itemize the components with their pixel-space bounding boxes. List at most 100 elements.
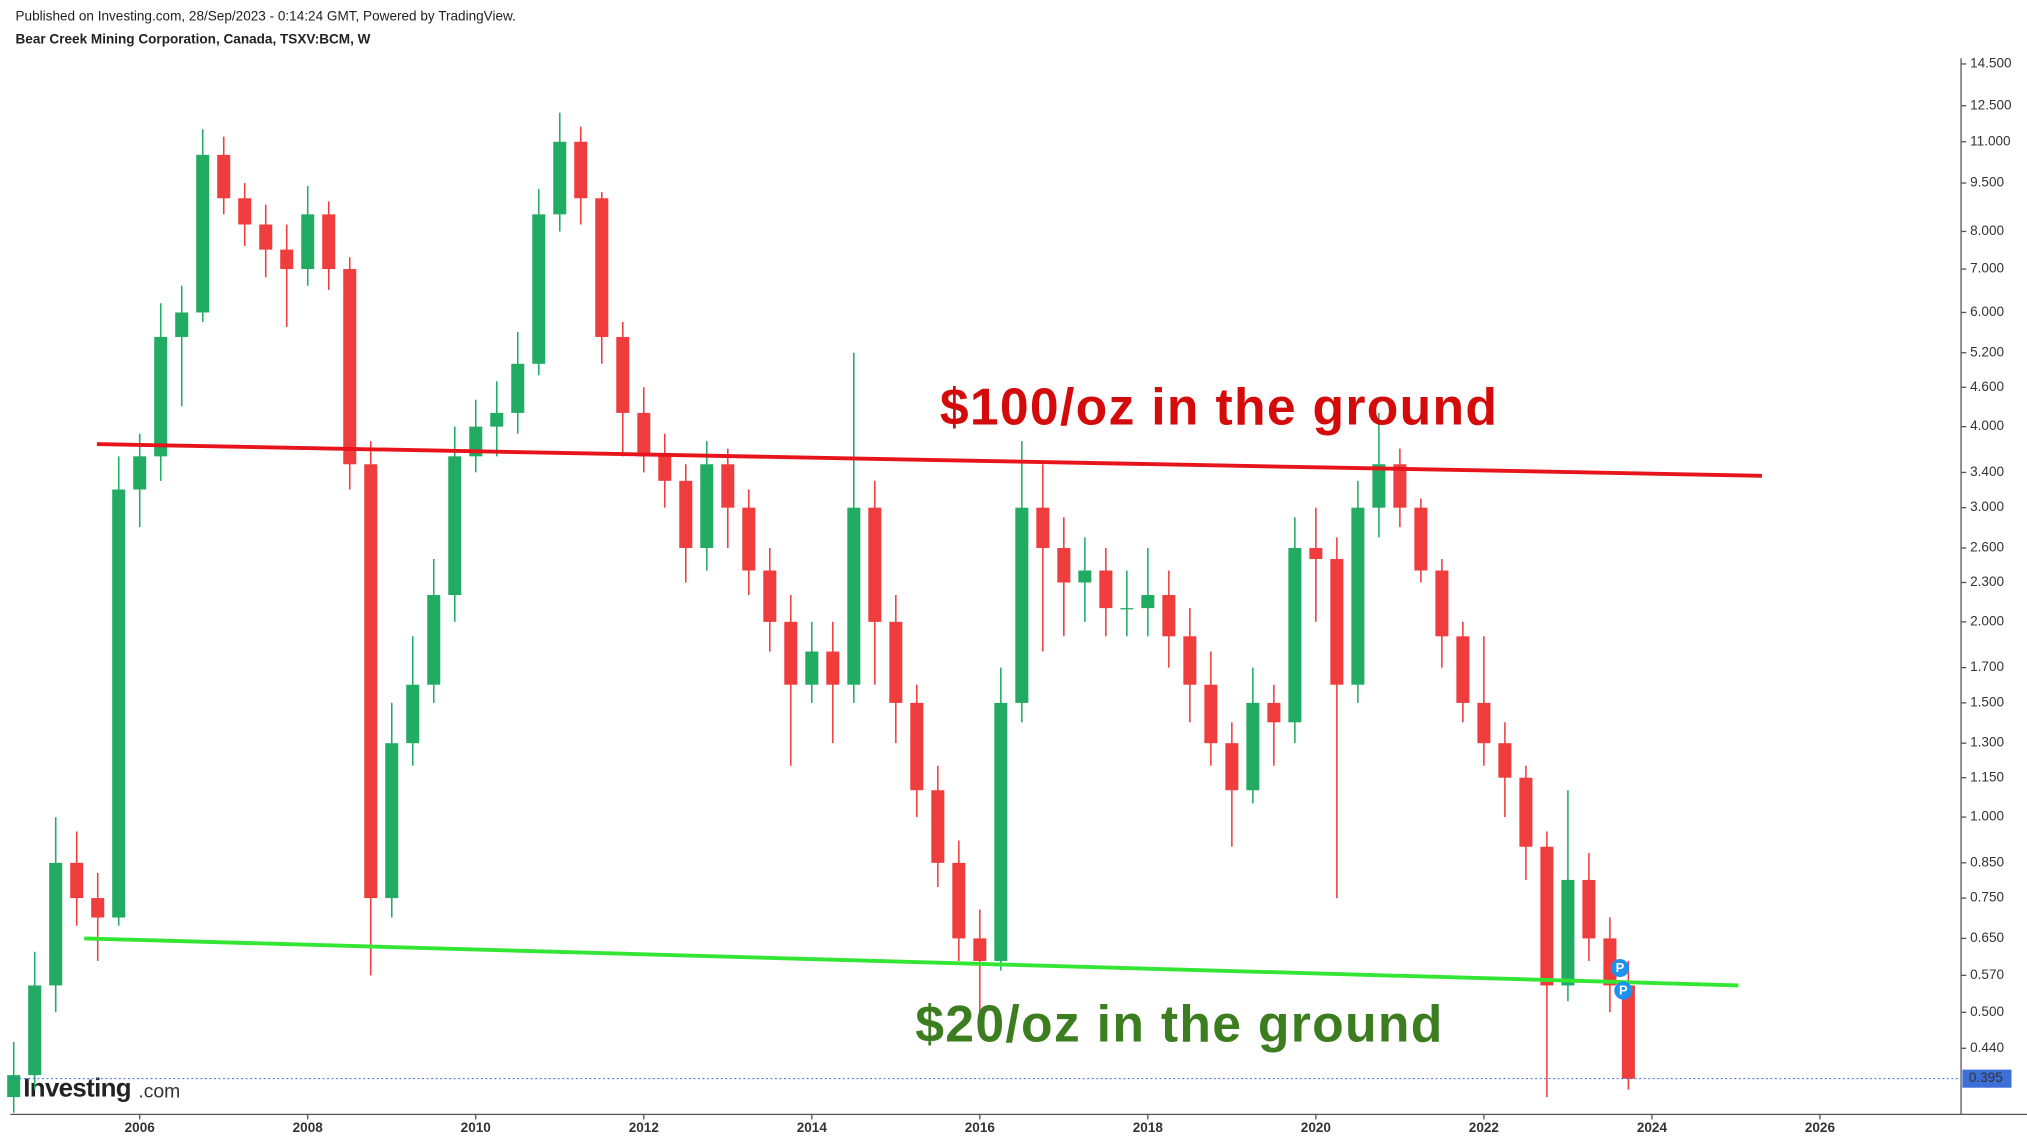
candle-body	[112, 489, 126, 918]
candle-body	[1309, 547, 1323, 560]
candle-body	[1498, 743, 1512, 778]
candle-body	[994, 702, 1008, 961]
candle-body	[532, 214, 546, 364]
candle-body	[1141, 595, 1155, 609]
candle-body	[49, 862, 63, 986]
candle-body	[721, 464, 735, 508]
candle-body	[154, 336, 168, 457]
x-tick-label: 2012	[629, 1120, 659, 1135]
marker	[1610, 959, 1630, 978]
y-tick-label: 0.850	[1970, 854, 2004, 869]
candle-body	[1477, 702, 1491, 744]
y-tick-label: 0.650	[1970, 930, 2004, 945]
candle-body	[28, 985, 42, 1076]
candle-body	[889, 621, 903, 703]
candle-body	[511, 363, 525, 413]
candle-body	[7, 1075, 21, 1098]
y-tick-label: 1.500	[1970, 694, 2004, 709]
y-tick-label: 3.400	[1970, 464, 2004, 479]
candle-body	[1078, 570, 1092, 583]
watermark-brand: Investing	[23, 1075, 131, 1103]
y-tick-label: 7.000	[1970, 261, 2004, 276]
chart-title: Bear Creek Mining Corporation, Canada, T…	[16, 32, 371, 47]
candle-body	[973, 938, 987, 961]
candle-body	[910, 702, 924, 791]
candle-body	[1330, 559, 1344, 685]
candle-body	[1621, 985, 1635, 1079]
candle-body	[931, 790, 945, 863]
candle-body	[385, 743, 399, 899]
candle-body	[595, 198, 609, 337]
last-price-box	[1962, 1069, 2012, 1088]
candle-body	[322, 214, 336, 270]
candle-body	[196, 154, 210, 313]
candle-body	[238, 198, 252, 225]
marker-label: P	[1619, 983, 1628, 998]
candle-body	[1393, 464, 1407, 508]
candle-body	[427, 595, 441, 685]
candle-body	[91, 898, 105, 918]
candle-body	[679, 480, 693, 548]
x-tick-label: 2008	[293, 1120, 324, 1135]
y-tick-label: 1.700	[1970, 659, 2004, 674]
candle-body	[1540, 846, 1554, 986]
candle-body	[448, 456, 462, 596]
y-tick-label: 1.150	[1970, 769, 2004, 784]
y-tick-label: 0.570	[1970, 967, 2004, 982]
candle-body	[784, 621, 798, 685]
marker	[1614, 981, 1633, 1000]
candle-body	[1162, 595, 1176, 637]
x-tick-label: 2020	[1301, 1120, 1331, 1135]
x-tick-label: 2024	[1637, 1120, 1668, 1135]
y-tick-label: 2.300	[1970, 574, 2004, 589]
candle-body	[1582, 879, 1596, 939]
candle-body	[1120, 608, 1134, 610]
x-tick-label: 2010	[461, 1120, 491, 1135]
candle-body	[490, 412, 504, 427]
y-tick-label: 0.440	[1970, 1040, 2004, 1055]
candle-body	[1204, 684, 1218, 744]
candle-body	[1183, 636, 1197, 685]
candle-body	[952, 862, 966, 939]
candle-body	[1267, 702, 1281, 723]
candle-body	[553, 141, 567, 215]
candle-body	[301, 214, 315, 270]
y-tick-label: 14.500	[1970, 56, 2012, 71]
candle-body	[70, 862, 84, 899]
candle-body	[574, 141, 588, 199]
candle-body	[469, 426, 483, 457]
candle-body	[1225, 743, 1239, 791]
candle-body	[364, 464, 378, 899]
y-tick-label: 3.000	[1970, 499, 2004, 514]
trend-line	[96, 442, 1763, 478]
candle-body	[1351, 507, 1365, 685]
y-tick-label: 1.300	[1970, 735, 2004, 750]
y-tick-label: 1.000	[1970, 809, 2004, 824]
candle-body	[1246, 702, 1260, 791]
trend-line	[84, 936, 1739, 988]
y-tick-label: 8.000	[1970, 223, 2004, 238]
candle-body	[847, 507, 861, 685]
y-tick-label: 4.000	[1970, 418, 2004, 433]
annotation: $100/oz in the ground	[940, 378, 1498, 436]
candle-body	[406, 684, 420, 744]
candles	[7, 112, 1635, 1113]
candle-body	[175, 312, 189, 337]
candle-body	[1435, 570, 1449, 637]
last-price-label: 0.395	[1969, 1070, 2003, 1085]
y-tick-label: 2.000	[1970, 613, 2004, 628]
candle-body	[280, 249, 294, 270]
y-tick-label: 12.500	[1970, 97, 2012, 112]
y-tick-label: 5.200	[1970, 344, 2004, 359]
y-tick-label: 9.500	[1970, 175, 2004, 190]
marker-label: P	[1616, 960, 1625, 975]
x-tick-label: 2022	[1469, 1120, 1499, 1135]
y-tick-label: 0.500	[1970, 1004, 2004, 1019]
x-tick-label: 2014	[797, 1120, 828, 1135]
candle-body	[805, 651, 819, 685]
candle-body	[868, 507, 882, 622]
candle-body	[343, 269, 357, 465]
candle-body	[1099, 570, 1113, 609]
